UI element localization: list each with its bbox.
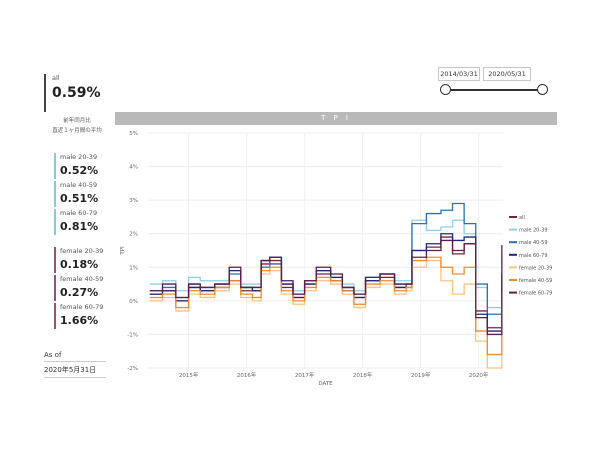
kpi-female-40-59-value: 0.27% — [60, 286, 99, 299]
kpi-female-20-39-value: 0.18% — [60, 258, 99, 271]
kpi-note-line1: 前年同月比 — [63, 118, 91, 124]
x-axis-label: DATE — [318, 381, 333, 387]
legend-label: female 40-59 — [519, 278, 552, 284]
kpi-female-20-39: female 20-39 0.18% — [54, 247, 112, 273]
legend-label: male 40-59 — [519, 240, 548, 246]
kpi-male-60-79: male 60-79 0.81% — [54, 209, 112, 235]
kpi-male-accent — [54, 209, 56, 235]
x-tick-label: 2015年 — [179, 371, 199, 379]
kpi-male-20-39-label: male 20-39 — [60, 153, 98, 161]
legend-label: male 20-39 — [519, 228, 548, 234]
chart-title: T P I — [115, 112, 557, 125]
slicer-start-date[interactable]: 2014/03/31 — [438, 67, 480, 81]
kpi-female-40-59-label: female 40-59 — [60, 275, 104, 283]
tpi-line-chart: -2% -1% 0% 1% 2% 3% 4% 5% 2015年 2016年 2017年 2018年 20… — [115, 125, 557, 387]
kpi-male-40-59-label: male 40-59 — [60, 181, 98, 189]
x-tick-label: 2020年 — [469, 371, 489, 379]
kpi-all-label: all — [52, 74, 60, 82]
slicer-end-date[interactable]: 2020/05/31 — [483, 67, 531, 81]
kpi-all-accent — [44, 74, 46, 112]
kpi-male-accent — [54, 181, 56, 207]
kpi-female-20-39-label: female 20-39 — [60, 247, 104, 255]
series-line — [149, 256, 503, 356]
kpi-female-accent — [54, 303, 56, 329]
kpi-male-20-39-value: 0.52% — [60, 164, 99, 177]
legend-label: male 60-79 — [519, 253, 548, 259]
x-tick-label: 2017年 — [295, 371, 315, 379]
slicer-track[interactable] — [446, 89, 544, 91]
kpi-male-40-59: male 40-59 0.51% — [54, 181, 112, 207]
kpi-male-20-39: male 20-39 0.52% — [54, 153, 112, 179]
as-of-divider-top — [44, 361, 106, 362]
y-tick-label: 3% — [129, 198, 138, 204]
kpi-all-value: 0.59% — [52, 85, 101, 101]
kpi-female-60-79-value: 1.66% — [60, 314, 99, 327]
x-tick-label: 2019年 — [411, 371, 431, 379]
kpi-male-60-79-label: male 60-79 — [60, 209, 98, 217]
legend-label: female 20-39 — [519, 265, 552, 271]
kpi-male-60-79-value: 0.81% — [60, 220, 99, 233]
y-axis-label: TPI — [120, 246, 126, 256]
y-tick-label: 4% — [129, 165, 138, 171]
kpi-male-accent — [54, 153, 56, 179]
y-tick-label: 1% — [129, 265, 138, 271]
as-of-date: 2020年5月31日 — [44, 366, 97, 374]
y-tick-label: 2% — [129, 232, 138, 238]
y-tick-label: -2% — [127, 366, 138, 372]
slicer-start-handle[interactable] — [440, 84, 451, 95]
kpi-female-accent — [54, 247, 56, 273]
y-tick-label: 0% — [129, 299, 138, 305]
y-tick-label: 5% — [129, 131, 138, 137]
kpi-female-accent — [54, 275, 56, 301]
kpi-note-line2: 直近１ヶ月間の平均 — [52, 128, 102, 134]
kpi-female-40-59: female 40-59 0.27% — [54, 275, 112, 301]
series-line — [149, 239, 503, 336]
legend-label: female 60-79 — [519, 291, 552, 297]
as-of-divider-bottom — [44, 377, 106, 378]
kpi-female-60-79-label: female 60-79 — [60, 303, 104, 311]
y-tick-label: -1% — [127, 332, 138, 338]
as-of-label: As of — [44, 351, 62, 359]
chart-background — [115, 125, 557, 387]
kpi-male-40-59-value: 0.51% — [60, 192, 99, 205]
x-tick-label: 2016年 — [237, 371, 257, 379]
kpi-female-60-79: female 60-79 1.66% — [54, 303, 112, 329]
kpi-all: all 0.59% — [44, 74, 106, 112]
slicer-end-handle[interactable] — [537, 84, 548, 95]
legend-label: all — [519, 215, 525, 221]
x-tick-label: 2018年 — [353, 371, 373, 379]
